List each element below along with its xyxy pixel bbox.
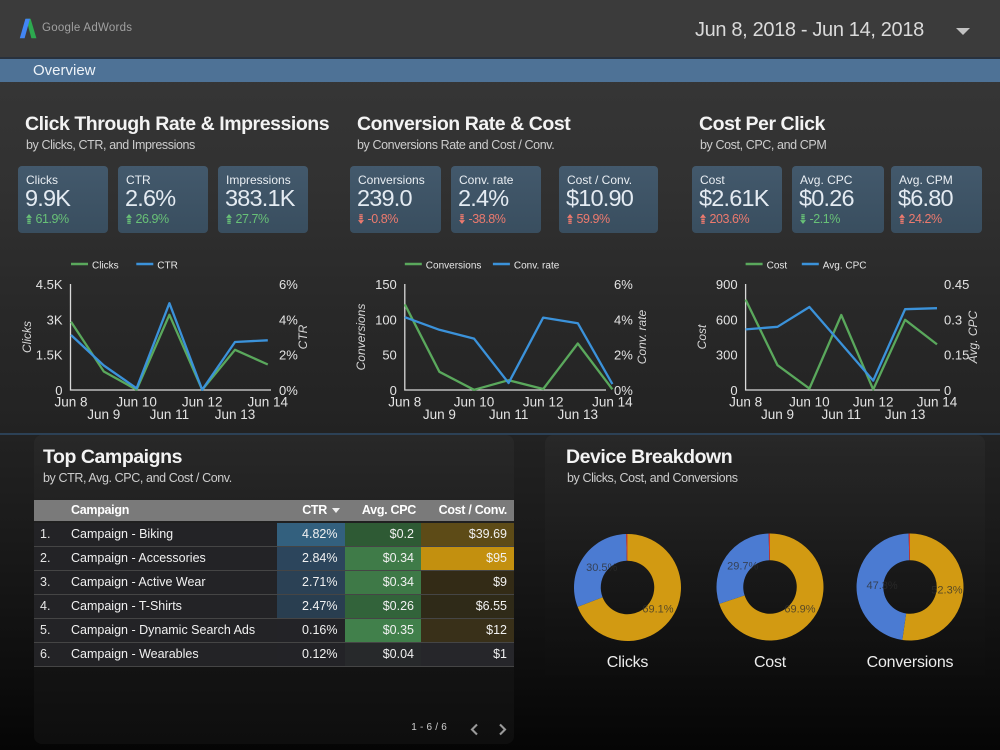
svg-text:30.5%: 30.5% bbox=[586, 562, 617, 574]
svg-text:Jun 11: Jun 11 bbox=[822, 407, 862, 422]
svg-text:Jun 13: Jun 13 bbox=[215, 407, 256, 422]
svg-text:Jun 8: Jun 8 bbox=[388, 395, 421, 410]
svg-text:Jun 10: Jun 10 bbox=[454, 395, 495, 410]
svg-text:0.45: 0.45 bbox=[944, 277, 969, 292]
svg-text:6%: 6% bbox=[614, 277, 633, 292]
svg-text:Jun 8: Jun 8 bbox=[729, 395, 762, 410]
svg-text:Cost: Cost bbox=[767, 261, 788, 272]
svg-text:0: 0 bbox=[730, 383, 737, 398]
svg-text:Conversions: Conversions bbox=[867, 654, 954, 671]
svg-text:Avg. CPC: Avg. CPC bbox=[966, 310, 980, 364]
svg-text:Conv. rate: Conv. rate bbox=[635, 309, 649, 364]
svg-text:Jun 13: Jun 13 bbox=[558, 407, 599, 422]
svg-text:Avg. CPC: Avg. CPC bbox=[823, 261, 867, 272]
svg-text:Clicks: Clicks bbox=[92, 261, 119, 272]
svg-text:1.5K: 1.5K bbox=[36, 348, 63, 363]
svg-text:0%: 0% bbox=[614, 383, 633, 398]
svg-text:4%: 4% bbox=[279, 312, 298, 327]
svg-text:0: 0 bbox=[55, 383, 62, 398]
svg-text:4.5K: 4.5K bbox=[36, 277, 63, 292]
svg-text:47.3%: 47.3% bbox=[866, 580, 897, 592]
svg-text:4%: 4% bbox=[614, 312, 633, 327]
svg-text:0%: 0% bbox=[279, 383, 298, 398]
svg-text:600: 600 bbox=[716, 312, 738, 327]
svg-text:Clicks: Clicks bbox=[607, 654, 649, 671]
svg-text:Jun 11: Jun 11 bbox=[150, 407, 190, 422]
svg-text:CTR: CTR bbox=[157, 261, 178, 272]
svg-text:0: 0 bbox=[944, 383, 951, 398]
svg-text:Conv. rate: Conv. rate bbox=[514, 261, 560, 272]
svg-text:0: 0 bbox=[390, 383, 397, 398]
svg-text:Jun 13: Jun 13 bbox=[885, 407, 926, 422]
svg-text:Jun 9: Jun 9 bbox=[761, 407, 794, 422]
svg-text:Jun 14: Jun 14 bbox=[248, 395, 289, 410]
svg-text:Jun 9: Jun 9 bbox=[87, 407, 120, 422]
svg-text:Jun 8: Jun 8 bbox=[54, 395, 87, 410]
svg-text:6%: 6% bbox=[279, 277, 298, 292]
svg-text:Jun 12: Jun 12 bbox=[182, 395, 223, 410]
svg-text:Cost: Cost bbox=[695, 324, 709, 349]
svg-text:52.3%: 52.3% bbox=[931, 585, 962, 597]
svg-text:0.15: 0.15 bbox=[944, 348, 969, 363]
svg-text:Jun 12: Jun 12 bbox=[853, 395, 894, 410]
svg-text:2%: 2% bbox=[279, 348, 298, 363]
svg-text:Jun 10: Jun 10 bbox=[116, 395, 157, 410]
svg-text:Jun 10: Jun 10 bbox=[789, 395, 830, 410]
svg-text:100: 100 bbox=[375, 312, 397, 327]
svg-text:29.7%: 29.7% bbox=[727, 561, 758, 573]
svg-text:50: 50 bbox=[382, 348, 396, 363]
svg-text:900: 900 bbox=[716, 277, 738, 292]
svg-text:2%: 2% bbox=[614, 348, 633, 363]
svg-text:CTR: CTR bbox=[296, 324, 310, 349]
svg-text:Jun 14: Jun 14 bbox=[592, 395, 633, 410]
svg-text:150: 150 bbox=[375, 277, 397, 292]
svg-text:Jun 9: Jun 9 bbox=[423, 407, 456, 422]
svg-text:0.3: 0.3 bbox=[944, 312, 962, 327]
svg-text:69.9%: 69.9% bbox=[784, 604, 815, 616]
svg-text:69.1%: 69.1% bbox=[642, 603, 673, 615]
svg-text:Cost: Cost bbox=[754, 654, 787, 671]
svg-text:Clicks: Clicks bbox=[20, 321, 34, 353]
svg-text:Conversions: Conversions bbox=[426, 261, 482, 272]
svg-text:Jun 12: Jun 12 bbox=[523, 395, 564, 410]
svg-text:Jun 14: Jun 14 bbox=[917, 395, 958, 410]
svg-text:3K: 3K bbox=[47, 312, 63, 327]
svg-text:Jun 11: Jun 11 bbox=[489, 407, 529, 422]
svg-text:Conversions: Conversions bbox=[354, 304, 368, 371]
svg-text:300: 300 bbox=[716, 348, 738, 363]
